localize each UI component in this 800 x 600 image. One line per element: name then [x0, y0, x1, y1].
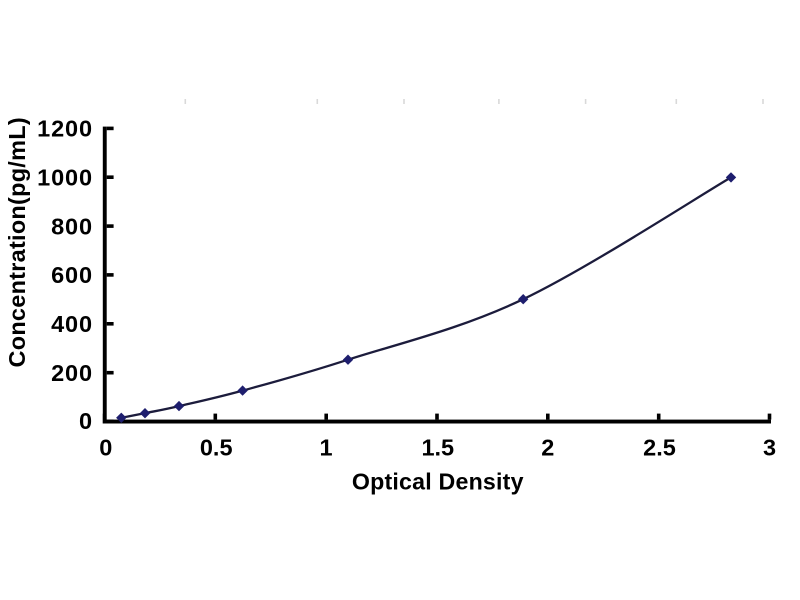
svg-text:1.5: 1.5: [421, 435, 454, 461]
svg-text:1000: 1000: [37, 165, 93, 191]
svg-text:200: 200: [51, 360, 93, 386]
svg-text:2: 2: [541, 435, 554, 461]
svg-text:3: 3: [763, 435, 776, 461]
svg-text:0.5: 0.5: [200, 435, 233, 461]
svg-text:1: 1: [320, 435, 333, 461]
svg-text:Concentration(pg/mL): Concentration(pg/mL): [4, 117, 30, 367]
svg-text:Optical Density: Optical Density: [352, 468, 524, 494]
svg-text:800: 800: [51, 213, 93, 239]
svg-text:2.5: 2.5: [643, 435, 676, 461]
svg-text:400: 400: [51, 311, 93, 337]
svg-text:0: 0: [99, 435, 112, 461]
svg-text:600: 600: [51, 262, 93, 288]
svg-text:1200: 1200: [37, 116, 93, 142]
svg-text:0: 0: [79, 408, 93, 434]
